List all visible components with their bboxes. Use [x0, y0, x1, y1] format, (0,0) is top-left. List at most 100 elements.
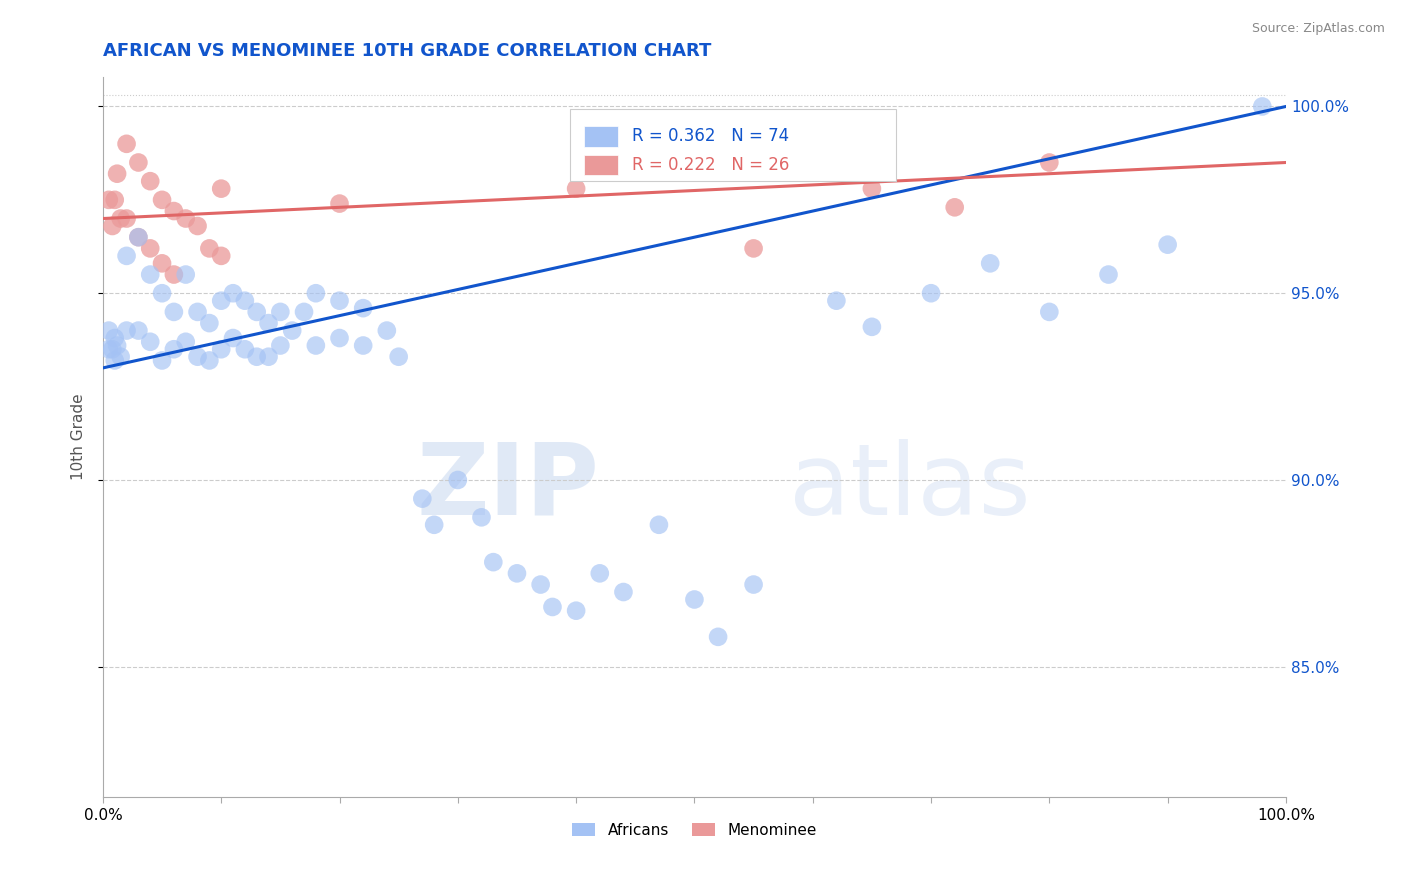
- Point: [105, 167, 128, 181]
- Point: [860, 181, 883, 195]
- Point: [105, 338, 128, 352]
- Point: [825, 293, 848, 308]
- Point: [127, 155, 149, 169]
- Point: [104, 331, 127, 345]
- Point: [198, 241, 221, 255]
- Point: [222, 331, 245, 345]
- Point: [209, 181, 232, 195]
- Point: [115, 136, 138, 151]
- Point: [742, 241, 765, 255]
- Point: [163, 305, 186, 319]
- Point: [943, 200, 966, 214]
- Point: [187, 305, 209, 319]
- Point: [482, 555, 505, 569]
- Point: [257, 350, 280, 364]
- Bar: [585, 155, 617, 176]
- Point: [328, 331, 350, 345]
- Point: [187, 350, 209, 364]
- Point: [411, 491, 433, 506]
- Text: R = 0.222   N = 26: R = 0.222 N = 26: [631, 156, 789, 174]
- Point: [115, 324, 138, 338]
- Point: [115, 249, 138, 263]
- Text: AFRICAN VS MENOMINEE 10TH GRADE CORRELATION CHART: AFRICAN VS MENOMINEE 10TH GRADE CORRELAT…: [103, 42, 711, 60]
- Point: [150, 256, 173, 270]
- Point: [139, 241, 162, 255]
- Point: [269, 305, 291, 319]
- Point: [352, 338, 374, 352]
- Point: [163, 343, 186, 357]
- Point: [589, 566, 612, 581]
- Point: [97, 343, 120, 357]
- Text: ZIP: ZIP: [418, 439, 600, 536]
- Text: atlas: atlas: [789, 439, 1031, 536]
- Bar: [585, 127, 617, 146]
- Point: [174, 211, 197, 226]
- FancyBboxPatch shape: [571, 109, 896, 181]
- Point: [127, 324, 149, 338]
- Point: [1156, 237, 1178, 252]
- Point: [506, 566, 529, 581]
- Text: R = 0.362   N = 74: R = 0.362 N = 74: [631, 128, 789, 145]
- Point: [209, 249, 232, 263]
- Point: [101, 343, 124, 357]
- Point: [198, 316, 221, 330]
- Point: [97, 193, 120, 207]
- Point: [101, 219, 124, 233]
- Point: [920, 286, 942, 301]
- Point: [257, 316, 280, 330]
- Point: [742, 577, 765, 591]
- Point: [375, 324, 398, 338]
- Point: [246, 350, 269, 364]
- Point: [139, 174, 162, 188]
- Point: [150, 353, 173, 368]
- Point: [1097, 268, 1119, 282]
- Point: [1038, 155, 1060, 169]
- Point: [222, 286, 245, 301]
- Legend: Africans, Menominee: Africans, Menominee: [567, 816, 823, 844]
- Point: [707, 630, 730, 644]
- Point: [163, 204, 186, 219]
- Point: [565, 604, 588, 618]
- Point: [281, 324, 304, 338]
- Y-axis label: 10th Grade: 10th Grade: [72, 393, 86, 480]
- Point: [328, 196, 350, 211]
- Point: [198, 353, 221, 368]
- Point: [110, 350, 132, 364]
- Point: [352, 301, 374, 315]
- Point: [127, 230, 149, 244]
- Point: [565, 181, 588, 195]
- Point: [269, 338, 291, 352]
- Point: [139, 334, 162, 349]
- Point: [1038, 305, 1060, 319]
- Point: [612, 585, 634, 599]
- Point: [530, 577, 553, 591]
- Point: [648, 517, 671, 532]
- Point: [328, 293, 350, 308]
- Point: [305, 338, 328, 352]
- Text: Source: ZipAtlas.com: Source: ZipAtlas.com: [1251, 22, 1385, 36]
- Point: [163, 268, 186, 282]
- Point: [150, 286, 173, 301]
- Point: [683, 592, 706, 607]
- Point: [209, 343, 232, 357]
- Point: [979, 256, 1001, 270]
- Point: [447, 473, 470, 487]
- Point: [115, 211, 138, 226]
- Point: [292, 305, 315, 319]
- Point: [110, 211, 132, 226]
- Point: [150, 193, 173, 207]
- Point: [388, 350, 411, 364]
- Point: [209, 293, 232, 308]
- Point: [860, 319, 883, 334]
- Point: [174, 334, 197, 349]
- Point: [233, 293, 256, 308]
- Point: [470, 510, 492, 524]
- Point: [104, 193, 127, 207]
- Point: [1251, 99, 1274, 113]
- Point: [104, 353, 127, 368]
- Point: [423, 517, 446, 532]
- Point: [127, 230, 149, 244]
- Point: [305, 286, 328, 301]
- Point: [187, 219, 209, 233]
- Point: [174, 268, 197, 282]
